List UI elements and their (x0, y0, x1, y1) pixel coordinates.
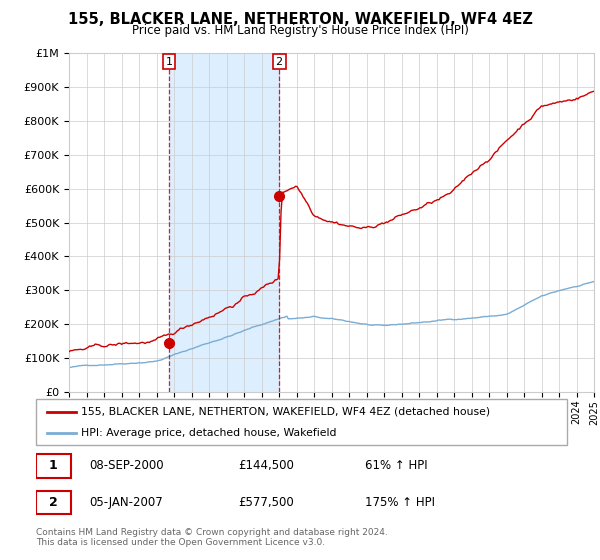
Text: 155, BLACKER LANE, NETHERTON, WAKEFIELD, WF4 4EZ: 155, BLACKER LANE, NETHERTON, WAKEFIELD,… (68, 12, 532, 27)
Text: 05-JAN-2007: 05-JAN-2007 (89, 496, 163, 509)
FancyBboxPatch shape (36, 399, 567, 445)
Text: £577,500: £577,500 (238, 496, 293, 509)
Text: 1: 1 (49, 459, 58, 473)
Text: 175% ↑ HPI: 175% ↑ HPI (365, 496, 435, 509)
FancyBboxPatch shape (36, 491, 71, 514)
Bar (169, 53, 279, 392)
Text: 2: 2 (275, 57, 283, 67)
Text: HPI: Average price, detached house, Wakefield: HPI: Average price, detached house, Wake… (81, 428, 337, 438)
Text: 2: 2 (49, 496, 58, 509)
Text: 1: 1 (166, 57, 172, 67)
Text: Price paid vs. HM Land Registry's House Price Index (HPI): Price paid vs. HM Land Registry's House … (131, 24, 469, 37)
Text: 08-SEP-2000: 08-SEP-2000 (89, 459, 164, 473)
Text: £144,500: £144,500 (238, 459, 293, 473)
Text: 155, BLACKER LANE, NETHERTON, WAKEFIELD, WF4 4EZ (detached house): 155, BLACKER LANE, NETHERTON, WAKEFIELD,… (81, 407, 490, 417)
FancyBboxPatch shape (36, 454, 71, 478)
Text: Contains HM Land Registry data © Crown copyright and database right 2024.
This d: Contains HM Land Registry data © Crown c… (36, 528, 388, 547)
Text: 61% ↑ HPI: 61% ↑ HPI (365, 459, 428, 473)
